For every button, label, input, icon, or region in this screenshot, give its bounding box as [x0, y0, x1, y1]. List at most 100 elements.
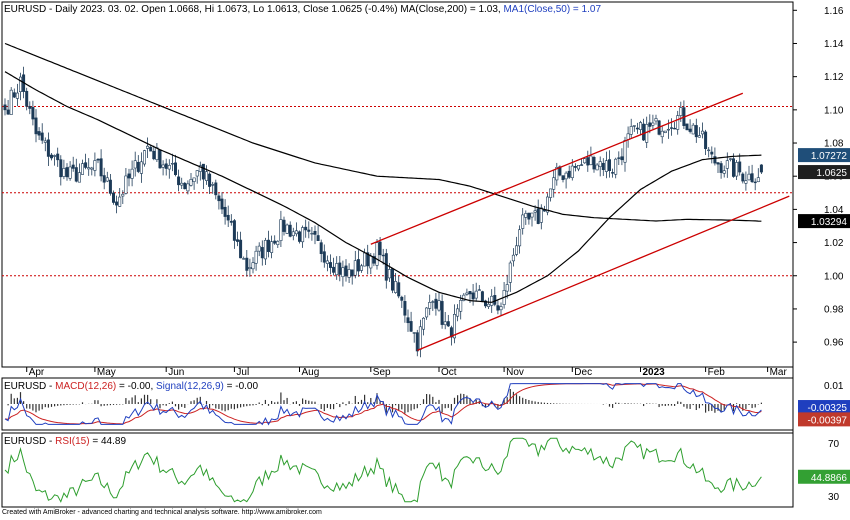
candle-body — [115, 201, 119, 206]
candle-body — [177, 176, 181, 186]
candle-body — [617, 157, 621, 159]
candle-body — [319, 242, 323, 254]
candle-body — [93, 160, 97, 171]
price-y-tick-label: 0.96 — [824, 338, 844, 349]
ma50-line — [4, 71, 762, 303]
candle-body — [474, 290, 478, 299]
candle-body — [195, 170, 199, 177]
signal-label: Signal(12,26,9) — [156, 381, 224, 392]
price-header-info: - Daily 2023. 03. 02. Open 1.0668, Hi 1.… — [46, 4, 400, 15]
candle-body — [350, 269, 354, 277]
candle-body — [496, 305, 500, 311]
candle-body — [37, 131, 41, 136]
candle-body — [77, 172, 81, 183]
candle-body — [62, 168, 66, 177]
candle-body — [397, 282, 401, 297]
candle-body — [400, 296, 404, 301]
candle-body — [744, 180, 748, 184]
signal-value-box: -0.00397 — [798, 412, 850, 427]
candle-body — [549, 188, 553, 198]
candle-body — [570, 165, 574, 179]
candle-body — [279, 219, 283, 241]
x-tick-label: Apr — [29, 367, 45, 378]
candle-body — [276, 240, 280, 245]
candle-body — [518, 229, 522, 247]
candle-body — [121, 193, 125, 197]
candle-body — [456, 308, 460, 317]
rsi-header: EURUSD - RSI(15) = 44.89 — [4, 436, 126, 447]
price-y-tick-label: 1.04 — [824, 205, 844, 216]
candle-body — [270, 241, 274, 253]
candle-body — [282, 219, 286, 232]
candle-body — [614, 158, 618, 175]
candle-body — [412, 332, 416, 334]
candle-body — [263, 240, 267, 260]
candle-body — [102, 175, 106, 183]
candle-body — [167, 165, 171, 170]
candle-body — [387, 269, 391, 279]
candle-body — [180, 182, 184, 186]
macd-value-box-text: -0.00325 — [808, 403, 848, 414]
signal-value-box-text: -0.00397 — [808, 415, 848, 426]
rsi-y-tick-label: 70 — [828, 439, 840, 450]
candle-body — [136, 161, 140, 172]
candle-body — [468, 291, 472, 295]
channel-upper-line — [370, 92, 744, 245]
candle-body — [449, 327, 453, 338]
candle-body — [632, 125, 636, 127]
candle-body — [452, 314, 456, 339]
candle-body — [735, 162, 739, 177]
candle-body — [394, 281, 398, 293]
candle-body — [71, 164, 75, 169]
candle-body — [257, 245, 261, 252]
candle-body — [34, 117, 38, 135]
candle-body — [586, 157, 590, 166]
candle-body — [301, 227, 305, 243]
price-y-tick-label: 1.16 — [824, 6, 844, 17]
candle-body — [310, 232, 314, 235]
ma50-label: MA1(Close,50) = 1.07 — [503, 4, 601, 15]
candle-body — [524, 213, 528, 218]
candle-body — [59, 159, 63, 178]
price-plot — [2, 42, 793, 358]
candle-body — [719, 163, 723, 173]
candle-body — [344, 265, 348, 277]
candle-body — [623, 140, 627, 163]
candle-body — [232, 220, 236, 241]
price-y-tick-label: 1.10 — [824, 105, 844, 116]
candle-body — [642, 123, 646, 141]
candle-body — [390, 268, 394, 291]
ma200-value-box: 1.03294 — [798, 214, 850, 229]
candle-body — [604, 160, 608, 172]
candle-body — [112, 192, 116, 203]
candle-body — [307, 229, 311, 232]
candle-body — [601, 162, 605, 170]
close-value-box: 1.0625 — [798, 165, 850, 180]
candle-body — [40, 132, 44, 141]
candle-body — [53, 155, 57, 157]
candle-body — [152, 150, 156, 160]
candle-body — [68, 166, 72, 179]
candle-body — [499, 306, 503, 311]
ma50-value-box-bg — [798, 148, 850, 163]
candle-body — [620, 156, 624, 161]
candle-body — [139, 161, 143, 174]
candle-body — [338, 262, 342, 275]
candle-body — [673, 127, 677, 130]
candle-body — [74, 167, 78, 182]
candle-body — [164, 163, 168, 169]
rsi-value-box: 44.8866 — [798, 469, 850, 484]
candle-body — [31, 107, 35, 120]
candle-body — [285, 224, 289, 234]
candle-body — [149, 146, 153, 152]
x-tick-label: Nov — [506, 367, 524, 378]
candle-body — [750, 173, 754, 183]
candle-body — [372, 256, 376, 264]
candle-body — [691, 124, 695, 135]
candle-body — [325, 260, 329, 264]
candle-body — [105, 177, 109, 182]
candle-body — [415, 332, 419, 352]
candle-body — [375, 242, 379, 266]
x-tick-label: Oct — [441, 367, 457, 378]
candle-body — [679, 107, 683, 116]
